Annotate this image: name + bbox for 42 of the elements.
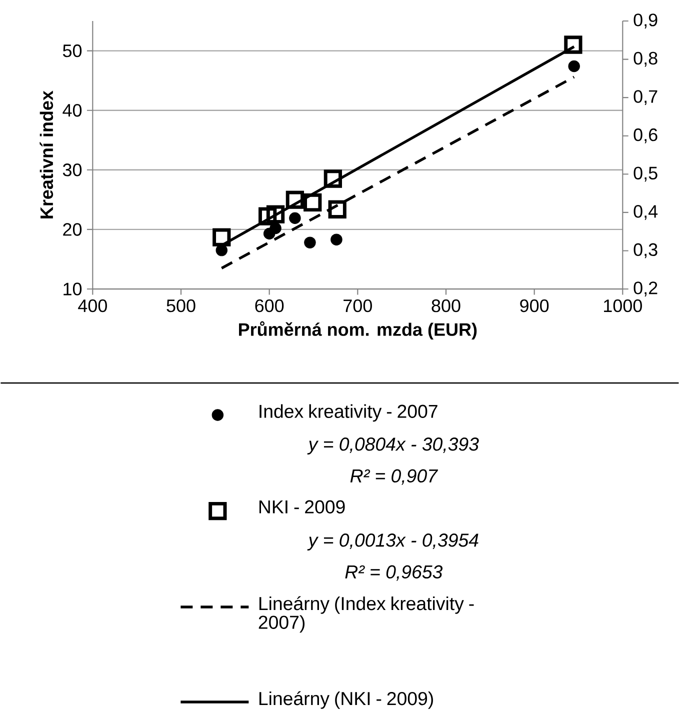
text: y = 0,0013x - 0,3954 <box>307 534 478 550</box>
y2-tick-label: 0,4 <box>634 205 658 220</box>
point <box>568 60 580 72</box>
y-tick-label: 10 <box>63 282 82 296</box>
y2-tick-label: 0,7 <box>634 90 658 106</box>
point <box>304 236 316 248</box>
y-tick-label: 40 <box>62 104 82 117</box>
point <box>212 228 231 246</box>
y2-tick-label: 0,3 <box>634 243 658 258</box>
x-axis-title: Průměrná nom. mzda (EUR) <box>238 321 476 340</box>
y2-tick-label: 0,6 <box>634 128 658 144</box>
point <box>328 200 346 218</box>
point <box>288 212 301 224</box>
legend-label: Index kreativity - 2007 <box>259 404 438 422</box>
x-tick-label: 400 <box>78 299 107 312</box>
y-tick-label: 20 <box>62 223 82 236</box>
x-tick-label: 800 <box>432 299 460 312</box>
point <box>258 207 276 226</box>
y2-tick-label: 0,5 <box>634 166 658 182</box>
text: y = 0,0804x - 30,393 <box>307 438 479 454</box>
y2-tick-label: 0,9 <box>634 14 658 28</box>
y-tick-label: 50 <box>62 44 82 58</box>
y-axis-title: Kreativní index <box>40 90 53 218</box>
point <box>324 170 342 188</box>
point <box>266 205 284 224</box>
point <box>303 193 322 212</box>
x-tick-label: 1000 <box>604 299 642 312</box>
point <box>330 234 342 246</box>
y-tick-label: 30 <box>62 164 82 176</box>
point <box>564 36 582 54</box>
text: R² = 0,9653 <box>345 565 442 581</box>
x-tick-label: 600 <box>255 299 284 312</box>
text: R² = 0,907 <box>350 469 438 485</box>
x-tick-label: 900 <box>520 299 548 312</box>
point <box>286 190 304 209</box>
x-tick-label: 700 <box>343 299 372 312</box>
x-tick-label: 500 <box>166 299 196 312</box>
y2-tick-label: 0,2 <box>634 282 658 296</box>
legend-label: NKI - 2009 <box>259 500 345 514</box>
legend-label: Lineárny (Index kreativity - 2007) <box>258 596 474 633</box>
legend-label: Lineárny (NKI - 2009) <box>259 691 433 709</box>
y2-tick-label: 0,8 <box>634 52 658 67</box>
